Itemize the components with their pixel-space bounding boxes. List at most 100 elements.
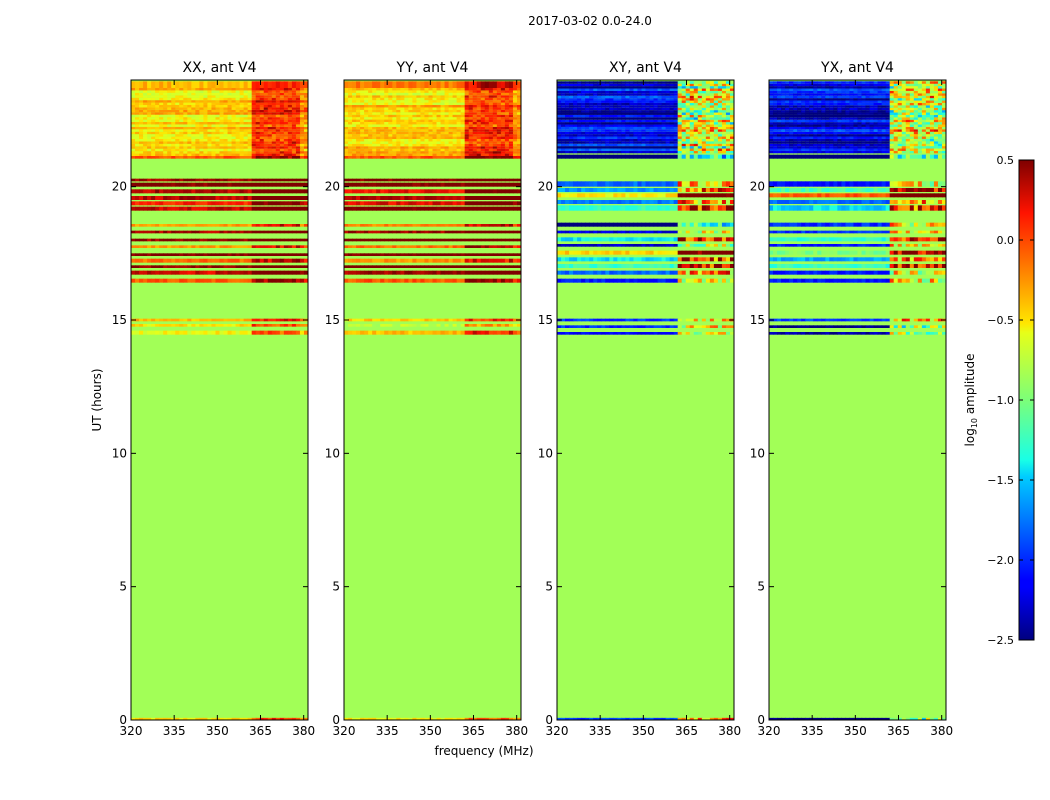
heatmap-cell [171,153,176,156]
heatmap-cell [235,141,241,144]
heatmap-cell [476,253,482,256]
heatmap-cell [380,114,385,118]
heatmap-cell [271,100,277,103]
heatmap-cell [263,278,269,283]
heatmap-cell [360,107,365,110]
heatmap-cell [408,100,413,103]
y-tick-label: 20 [112,180,127,194]
heatmap-cell [344,146,349,149]
heatmap-cell [565,205,570,211]
heatmap-cell [492,230,498,234]
heatmap-cell [179,107,184,110]
heatmap-cell [420,109,426,113]
heatmap-cell [199,95,205,98]
heatmap-cell [605,264,610,268]
heatmap-cell [396,92,401,96]
heatmap-cell [412,141,418,144]
heatmap-cell [484,143,490,147]
heatmap-cell [697,205,703,211]
heatmap-cell [267,238,273,242]
heatmap-cell [139,117,144,120]
heatmap-cell [376,182,381,187]
heatmap-cell [621,332,626,335]
heatmap-cell [428,102,434,105]
heatmap-cell [299,109,305,113]
heatmap-cell [384,151,389,154]
heatmap-cell [368,324,373,327]
heatmap-cell [484,206,490,211]
heatmap-cell [448,97,454,101]
heatmap-cell [263,119,269,122]
heatmap-cell [151,136,156,139]
heatmap-cell [428,265,434,268]
heatmap-cell [448,131,454,135]
heatmap-cell [368,122,373,125]
heatmap-cell [352,153,357,156]
heatmap-cell [384,230,389,234]
heatmap-cell [303,270,308,275]
heatmap-cell [275,224,281,227]
heatmap-cell [147,95,152,98]
heatmap-cell [420,126,426,130]
heatmap-cell [360,139,365,142]
heatmap-cell [633,237,639,242]
heatmap-cell [360,182,365,187]
heatmap-cell [356,148,361,152]
heatmap-cell [504,178,510,182]
x-tick-label: 350 [419,724,442,738]
heatmap-cell [364,238,369,242]
heatmap-cell [199,134,205,137]
heatmap-cell [705,244,711,247]
heatmap-cell [500,265,506,268]
heatmap-cell [263,81,269,88]
heatmap-cell [404,102,409,105]
heatmap-cell [299,81,305,88]
heatmap-cell [500,182,506,187]
heatmap-cell [416,105,422,108]
heatmap-cell [633,270,639,275]
heatmap-cell [247,178,253,182]
heatmap-cell [364,146,369,149]
heatmap-cell [573,205,578,211]
heatmap-cell [139,90,144,93]
heatmap-cell [488,95,494,98]
heatmap-cell [203,153,209,156]
heatmap-cell [211,131,217,135]
heatmap-cell [187,318,192,322]
heatmap-cell [661,278,667,283]
heatmap-cell [492,129,498,132]
heatmap-cell [352,717,357,720]
heatmap-cell [500,119,506,122]
heatmap-cell [496,95,502,98]
heatmap-cell [207,100,213,103]
heatmap-cell [167,278,172,283]
heatmap-cell [223,278,229,283]
heatmap-cell [504,153,510,156]
heatmap-cell [344,143,349,147]
heatmap-cell [131,126,136,130]
heatmap-cell [155,278,160,283]
heatmap-cell [504,122,510,125]
heatmap-cell [456,201,462,206]
heatmap-cell [348,112,353,115]
heatmap-cell [508,253,514,256]
heatmap-cell [259,318,265,322]
heatmap-cell [701,270,707,275]
heatmap-cell [211,134,217,137]
heatmap-cell [263,156,269,159]
heatmap-cell [484,258,490,263]
heatmap-cell [239,105,245,108]
heatmap-cell [376,201,381,206]
heatmap-cell [456,151,462,154]
heatmap-cell [263,143,269,147]
heatmap-cell [408,109,413,113]
heatmap-cell [283,265,289,268]
heatmap-cell [448,224,454,227]
heatmap-cell [171,95,176,98]
heatmap-cell [135,100,140,103]
heatmap-cell [219,124,225,127]
heatmap-cell [713,257,719,262]
heatmap-cell [267,90,273,93]
heatmap-cell [468,151,474,154]
heatmap-cell [344,717,349,720]
